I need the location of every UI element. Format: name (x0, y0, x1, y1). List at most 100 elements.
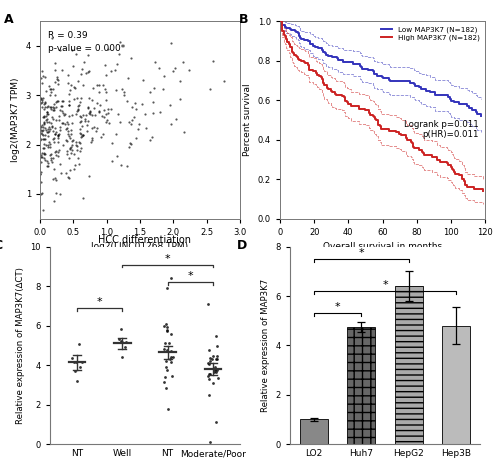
Point (48, 158, 56, 166)
Point (40, 73, 48, 80)
Point (51, 149, 59, 156)
Point (38, 94, 46, 102)
Point (150, 84, 158, 92)
Point (46, 91, 54, 98)
Point (50, 165, 58, 172)
Text: *: * (382, 280, 388, 290)
Point (86, 108, 94, 116)
Point (36, 123, 44, 130)
Point (47, 150, 55, 157)
Point (70, 359, 78, 366)
Point (102, 118, 110, 126)
Point (64, 173, 72, 180)
Y-axis label: Relative expression of MAP3K7: Relative expression of MAP3K7 (261, 279, 270, 412)
Point (167, 353, 175, 361)
Point (64, 101, 72, 109)
Point (40, 101, 48, 108)
Point (118, 86, 126, 93)
Point (104, 45, 112, 52)
Point (63, 118, 71, 126)
Point (37, 178, 45, 186)
Point (160, 322, 168, 330)
Point (40, 119, 48, 126)
Point (88, 96, 96, 104)
Point (41, 131, 49, 139)
Point (142, 124, 150, 132)
Point (67, 126, 75, 134)
Point (40, 135, 48, 143)
Point (212, 332, 220, 339)
Point (45, 138, 53, 146)
Point (40, 149, 48, 157)
Point (124, 162, 132, 169)
Point (163, 284, 171, 292)
Point (63, 137, 71, 144)
Point (168, 353, 176, 361)
Point (39, 206, 47, 214)
Point (132, 100, 140, 107)
Point (148, 133, 156, 141)
Point (146, 136, 154, 143)
Point (214, 374, 222, 382)
Point (80, 131, 88, 138)
Point (76, 118, 84, 126)
Point (84, 118, 92, 125)
Point (74, 102, 82, 110)
Point (92, 127, 100, 135)
Point (118, 353, 126, 361)
Point (90, 123, 98, 131)
Bar (442, 326, 470, 444)
Point (58, 66, 66, 74)
Point (156, 108, 164, 116)
Point (54, 134, 62, 141)
Point (86, 94, 94, 102)
Point (211, 366, 219, 373)
Point (46, 143, 54, 151)
Point (72, 110, 80, 118)
Point (54, 148, 62, 156)
Text: *: * (358, 248, 364, 258)
Point (68, 146, 76, 154)
Point (46, 140, 54, 148)
Point (127, 140, 135, 147)
Point (166, 274, 174, 282)
Point (49, 127, 57, 135)
Bar (395, 286, 422, 444)
Y-axis label: Relative expression of MAP3K7(∆CT): Relative expression of MAP3K7(∆CT) (16, 267, 25, 424)
Point (36, 126, 44, 133)
Text: Logrank p=0.011
p(HR)=0.011: Logrank p=0.011 p(HR)=0.011 (404, 120, 479, 139)
Point (77, 70, 85, 78)
Point (212, 419, 220, 426)
Point (44, 162, 52, 170)
Point (48, 122, 56, 130)
Point (38, 96, 46, 104)
Point (73, 94, 81, 102)
Point (44, 125, 52, 133)
Point (40, 112, 48, 119)
Point (108, 140, 116, 147)
Point (84, 67, 92, 75)
Point (205, 370, 213, 378)
Point (44, 116, 52, 123)
Point (101, 62, 109, 69)
Point (65, 102, 73, 109)
Point (62, 136, 70, 143)
Point (205, 360, 213, 368)
Point (54, 80, 62, 88)
Point (160, 345, 168, 353)
Point (105, 119, 113, 126)
Point (69, 63, 77, 70)
Point (95, 108, 103, 116)
Point (47, 103, 55, 110)
Y-axis label: log2(MAP3K7 TPM): log2(MAP3K7 TPM) (11, 78, 20, 162)
Point (38, 123, 46, 130)
Point (60, 111, 68, 119)
Point (39, 144, 47, 152)
Point (138, 100, 146, 108)
Point (206, 354, 214, 362)
Point (220, 78, 228, 85)
Point (212, 352, 220, 360)
X-axis label: Overall survival in months: Overall survival in months (323, 242, 442, 251)
Point (93, 99, 101, 107)
Point (204, 300, 212, 308)
